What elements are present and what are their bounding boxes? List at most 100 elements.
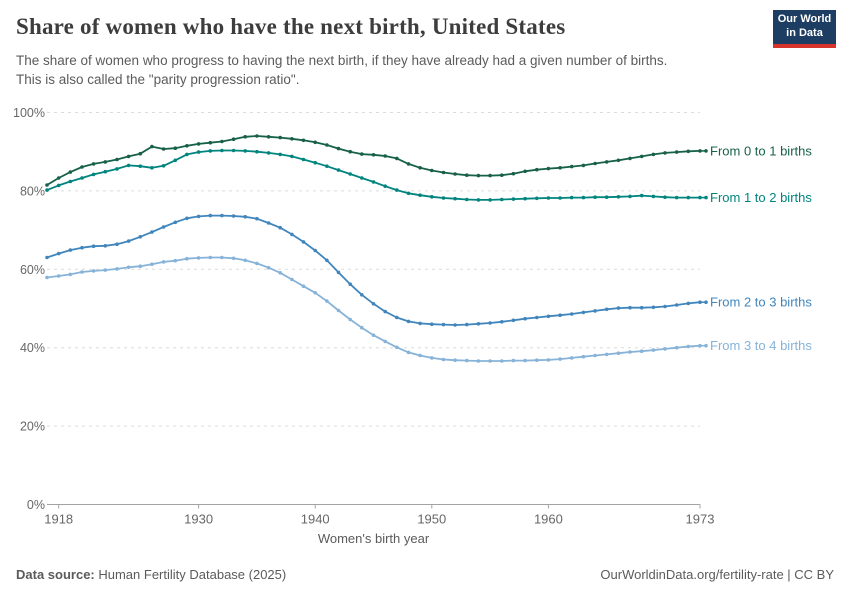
- data-point[interactable]: [628, 350, 632, 354]
- data-point[interactable]: [674, 345, 679, 350]
- data-point[interactable]: [406, 162, 411, 166]
- data-point[interactable]: [313, 291, 318, 295]
- data-point[interactable]: [336, 168, 341, 172]
- data-point[interactable]: [663, 304, 667, 309]
- legend-label-3[interactable]: From 3 to 4 births: [710, 338, 812, 353]
- data-point[interactable]: [441, 322, 446, 327]
- data-point[interactable]: [255, 261, 259, 266]
- data-point[interactable]: [418, 353, 422, 358]
- data-point[interactable]: [651, 305, 656, 310]
- data-point[interactable]: [465, 197, 469, 202]
- data-point[interactable]: [138, 151, 143, 156]
- data-point[interactable]: [231, 148, 236, 153]
- data-point[interactable]: [604, 195, 609, 199]
- data-point[interactable]: [290, 232, 294, 237]
- data-point[interactable]: [103, 169, 108, 174]
- data-point[interactable]: [430, 168, 434, 173]
- data-point[interactable]: [604, 160, 609, 164]
- data-point[interactable]: [511, 171, 516, 176]
- data-point[interactable]: [418, 166, 422, 170]
- data-point[interactable]: [196, 150, 201, 154]
- data-point[interactable]: [430, 195, 434, 199]
- data-point[interactable]: [150, 144, 154, 149]
- data-point[interactable]: [138, 264, 143, 268]
- data-point[interactable]: [91, 244, 96, 248]
- data-point[interactable]: [68, 179, 73, 184]
- data-point[interactable]: [406, 191, 411, 196]
- data-point[interactable]: [430, 322, 434, 326]
- data-point[interactable]: [255, 216, 259, 221]
- data-point[interactable]: [628, 194, 632, 199]
- data-point[interactable]: [208, 213, 213, 218]
- data-point[interactable]: [395, 156, 399, 161]
- data-point[interactable]: [511, 318, 516, 323]
- data-point[interactable]: [255, 149, 259, 154]
- data-point[interactable]: [465, 173, 469, 177]
- data-point[interactable]: [395, 345, 399, 350]
- data-point[interactable]: [126, 154, 131, 159]
- data-point[interactable]: [220, 213, 224, 218]
- data-point[interactable]: [185, 152, 189, 157]
- data-point[interactable]: [511, 197, 516, 201]
- data-point[interactable]: [266, 221, 271, 225]
- data-point[interactable]: [45, 188, 49, 192]
- owid-logo[interactable]: Our World in Data: [773, 10, 836, 48]
- data-point[interactable]: [476, 359, 481, 363]
- data-point[interactable]: [115, 157, 119, 162]
- data-point[interactable]: [674, 303, 679, 307]
- data-point[interactable]: [80, 176, 84, 180]
- data-point[interactable]: [185, 256, 189, 261]
- data-point[interactable]: [616, 195, 621, 199]
- data-point[interactable]: [301, 284, 306, 288]
- data-point[interactable]: [126, 163, 131, 168]
- data-point[interactable]: [56, 176, 61, 180]
- data-point[interactable]: [220, 148, 224, 153]
- data-point[interactable]: [593, 161, 597, 166]
- data-point[interactable]: [68, 248, 73, 252]
- data-point[interactable]: [406, 319, 411, 324]
- data-point[interactable]: [593, 353, 597, 358]
- data-point[interactable]: [593, 195, 597, 199]
- data-point[interactable]: [523, 169, 527, 174]
- data-point[interactable]: [453, 358, 457, 363]
- data-point[interactable]: [150, 166, 154, 170]
- data-point[interactable]: [173, 258, 178, 263]
- data-point[interactable]: [500, 197, 504, 202]
- data-point[interactable]: [231, 256, 236, 261]
- data-point[interactable]: [91, 162, 96, 166]
- data-point[interactable]: [266, 265, 271, 270]
- data-point[interactable]: [301, 138, 306, 143]
- data-point[interactable]: [103, 268, 108, 272]
- data-point[interactable]: [325, 258, 329, 263]
- data-point[interactable]: [196, 256, 201, 260]
- data-point[interactable]: [45, 255, 49, 260]
- data-point[interactable]: [115, 167, 119, 171]
- data-point[interactable]: [535, 358, 539, 363]
- data-point[interactable]: [68, 170, 73, 174]
- data-point[interactable]: [674, 195, 679, 200]
- data-point[interactable]: [395, 188, 399, 192]
- data-point[interactable]: [348, 317, 353, 322]
- data-point[interactable]: [115, 242, 119, 246]
- data-point[interactable]: [465, 358, 469, 363]
- data-point[interactable]: [383, 309, 388, 314]
- data-point[interactable]: [45, 183, 49, 187]
- data-point[interactable]: [208, 255, 213, 260]
- data-point[interactable]: [535, 167, 539, 172]
- data-point[interactable]: [546, 314, 551, 319]
- data-point[interactable]: [150, 262, 154, 266]
- data-point[interactable]: [336, 146, 341, 151]
- data-point[interactable]: [453, 323, 457, 327]
- data-point[interactable]: [383, 154, 388, 158]
- data-point[interactable]: [406, 350, 411, 355]
- data-point[interactable]: [488, 173, 492, 178]
- data-point[interactable]: [301, 240, 306, 244]
- data-point[interactable]: [383, 339, 388, 344]
- data-point[interactable]: [336, 308, 341, 313]
- data-point[interactable]: [488, 359, 492, 363]
- data-point[interactable]: [639, 154, 644, 159]
- legend-label-2[interactable]: From 2 to 3 births: [710, 295, 812, 310]
- data-point[interactable]: [686, 195, 691, 200]
- data-point[interactable]: [301, 157, 306, 162]
- data-point[interactable]: [476, 322, 481, 326]
